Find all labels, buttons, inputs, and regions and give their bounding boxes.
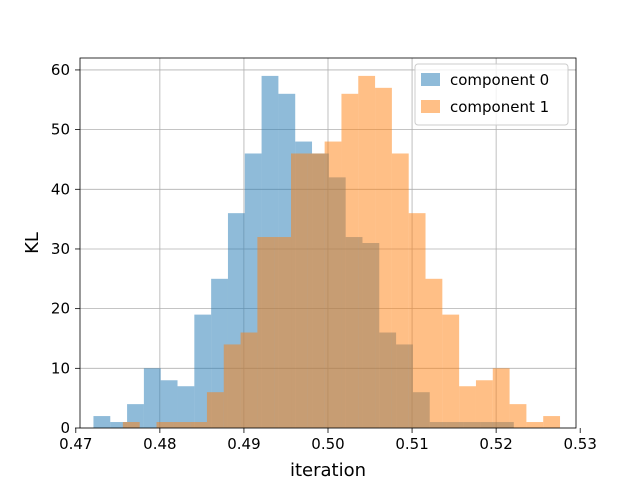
histogram-bar-component-1 — [442, 314, 460, 428]
histogram-bar-component-1 — [509, 404, 527, 428]
x-axis-ticks: 0.47 0.48 0.49 0.50 0.51 0.52 0.53 — [59, 428, 597, 453]
legend: component 0 component 1 — [414, 63, 569, 126]
legend-box — [414, 63, 569, 126]
x-tick-label: 0.53 — [564, 435, 597, 453]
histogram-bar-component-1 — [156, 422, 174, 428]
histogram-bar-component-1 — [291, 153, 308, 428]
y-tick-label: 60 — [51, 61, 70, 79]
histogram-bar-component-1 — [307, 153, 325, 428]
histogram-bar-component-1 — [475, 380, 493, 428]
y-tick-label: 20 — [51, 300, 70, 318]
histogram-bar-component-1 — [341, 93, 359, 428]
legend-label-component-1: component 1 — [450, 98, 549, 116]
histogram-bar-component-1 — [240, 332, 258, 428]
histogram-bar-component-1 — [425, 278, 443, 428]
x-tick-label: 0.47 — [59, 435, 92, 453]
histogram-bar-component-1 — [492, 368, 510, 428]
legend-label-component-0: component 0 — [450, 71, 549, 89]
x-tick-label: 0.49 — [227, 435, 260, 453]
histogram-bar-component-0 — [177, 386, 195, 428]
y-tick-label: 0 — [60, 419, 70, 437]
histogram-bar-component-1 — [173, 422, 191, 428]
histogram-bar-component-1 — [408, 213, 426, 428]
legend-swatch-component-1 — [421, 100, 440, 113]
histogram-bar-component-0 — [93, 416, 111, 428]
y-axis-label: KL — [22, 232, 43, 254]
y-axis-ticks: 0 10 20 30 40 50 60 — [51, 61, 80, 437]
histogram-bar-component-1 — [358, 75, 376, 428]
y-tick-label: 10 — [51, 359, 70, 377]
y-tick-label: 40 — [51, 180, 70, 198]
histogram-bar-component-1 — [526, 422, 544, 428]
y-tick-label: 30 — [51, 240, 70, 258]
histogram-bar-component-0 — [110, 422, 128, 428]
histogram-bar-component-1 — [206, 392, 224, 428]
histogram-bar-component-1 — [324, 141, 342, 428]
x-axis-label: iteration — [290, 460, 366, 480]
x-tick-label: 0.50 — [311, 435, 344, 453]
histogram-bar-component-1 — [223, 344, 241, 428]
x-tick-label: 0.48 — [143, 435, 176, 453]
histogram-bar-component-1 — [122, 422, 140, 428]
histogram-bars — [93, 75, 561, 428]
histogram-bar-component-1 — [391, 153, 409, 428]
histogram-bar-component-1 — [274, 237, 292, 428]
histogram-bar-component-0 — [160, 380, 178, 428]
x-tick-label: 0.52 — [479, 435, 512, 453]
legend-swatch-component-0 — [421, 73, 440, 86]
histogram-bar-component-1 — [257, 237, 275, 428]
histogram-bar-component-1 — [375, 87, 392, 428]
histogram-bar-component-1 — [543, 416, 561, 428]
x-tick-label: 0.51 — [395, 435, 428, 453]
histogram-bar-component-1 — [459, 386, 476, 428]
histogram-bar-component-1 — [190, 422, 207, 428]
y-tick-label: 50 — [51, 121, 70, 139]
histogram-bar-component-0 — [143, 368, 161, 428]
